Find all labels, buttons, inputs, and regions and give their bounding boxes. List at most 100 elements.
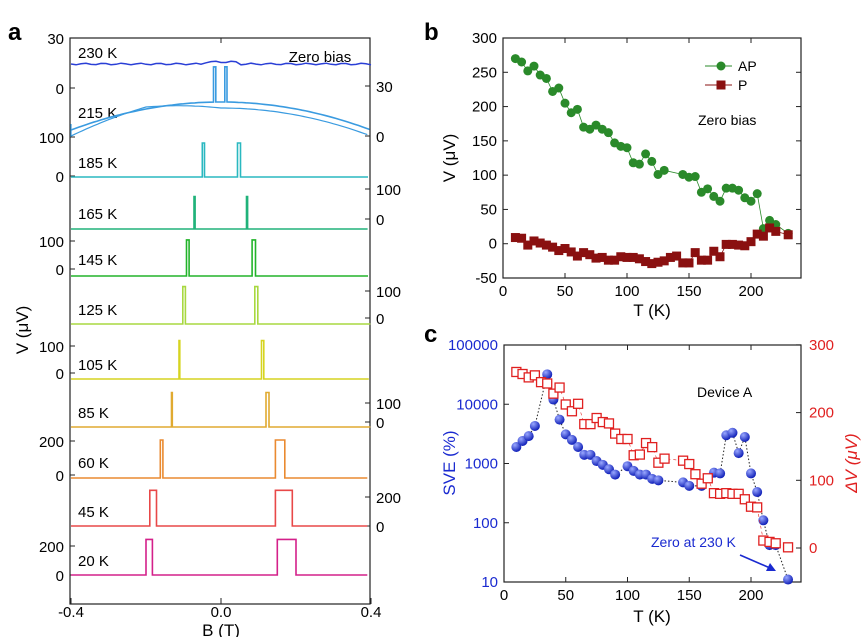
data-point-sve [573,441,584,452]
trace-165k [71,195,368,230]
trace-20k [71,538,368,576]
data-point-delta-v [702,473,713,484]
data-point-delta-v [647,441,658,453]
x-tick-label: 0 [500,587,508,604]
y-tick-label-right: 300 [809,337,834,354]
temperature-label: 20 K [78,553,109,570]
y-tick-label: 250 [472,64,497,81]
y-tick-label-left: 200 [39,539,64,556]
panel-label-a: a [8,19,22,46]
legend-ap-marker [716,61,726,71]
temperature-label: 185 K [78,155,117,172]
data-point-ap [622,143,632,153]
data-point-p [585,250,595,260]
y-tick-label-right: 100 [376,182,401,199]
data-point-ap [715,196,725,206]
y-tick-label-left: 100 [39,234,64,251]
data-point-ap [634,159,644,169]
data-point-ap [541,73,551,83]
data-point-p [740,241,750,251]
y-tick-label-left: 0 [56,366,64,383]
data-point-sve [566,434,577,445]
data-point-sve [610,469,621,480]
data-point-p [548,242,558,252]
data-point-delta-v [603,418,615,429]
panel-c-annotation: Device A [697,384,753,400]
data-point-delta-v [560,399,571,410]
data-point-p [690,248,700,258]
data-point-p [783,230,793,240]
panel-a: Zero bias V (μV) B (T) 30 0 100 0 100 0 100 0 20… [13,31,401,637]
data-point-p [616,252,626,262]
data-point-p [572,251,582,261]
panel-c: Device A Zero at 230 K SVE (%) ΔV (μV) T… [440,337,861,626]
trace-105k [71,339,369,380]
data-point-sve [653,475,664,486]
data-point-p [684,258,694,268]
y-tick-label-left: 30 [47,31,64,48]
panel-c-ylabel-right: ΔV (μV) [842,433,861,493]
y-tick-label: 200 [472,99,497,116]
temperature-label: 145 K [78,252,117,269]
data-point-p [554,246,564,256]
data-point-p [647,259,657,269]
data-point-delta-v [554,382,565,393]
temperature-label: 105 K [78,357,117,374]
data-point-ap [690,172,700,182]
y-tick-label-right: 100 [376,396,401,413]
data-point-ap [572,104,582,114]
x-tick-label: 100 [615,587,640,604]
data-point-sve [511,441,522,452]
trace-85k [71,391,371,428]
data-point-p [628,252,638,262]
data-point-sve [529,420,540,431]
data-point-delta-v [572,398,584,409]
temperature-label: 85 K [78,405,109,422]
data-point-p [653,257,663,267]
panel-b-annotation: Zero bias [698,112,756,128]
data-point-delta-v [634,449,645,460]
temperature-label: 60 K [78,455,109,472]
x-tick-label: 200 [738,283,763,300]
y-tick-label-left: 100 [39,339,64,356]
y-tick-label-right: 200 [809,405,834,422]
y-tick-label-left: 0 [56,568,64,585]
data-point-p [678,258,688,268]
y-tick-label-left: 10 [481,574,498,591]
y-tick-label-left: 100000 [448,337,498,354]
data-point-p [641,257,651,267]
y-tick-label-right: 0 [809,540,817,557]
data-point-p [752,229,762,239]
x-tick-label: 0 [499,283,507,300]
data-point-p [634,254,644,264]
data-point-p [672,251,682,261]
data-point-delta-v [542,378,553,389]
x-tick-label: 50 [557,587,574,604]
data-point-ap [517,57,527,67]
y-tick-label-left: 200 [39,434,64,451]
y-tick-label-right: 0 [376,415,384,432]
x-tick-label: 0.4 [361,604,382,621]
y-tick-label-left: 0 [56,169,64,186]
legend-ap-label: AP [738,58,757,74]
x-tick-label: 200 [738,587,763,604]
data-point-p [597,252,607,262]
legend-p-marker [716,80,726,90]
data-point-delta-v [659,453,670,464]
data-point-p [610,255,620,265]
y-tick-label-right: 0 [376,212,384,229]
data-point-p [535,238,545,248]
panel-a-xlabel: B (T) [202,621,240,637]
y-tick-label-left: 10000 [456,396,498,413]
data-point-ap [554,83,564,93]
panel-a-annotation: Zero bias [289,49,352,66]
arrow-line [739,554,771,569]
data-point-ap [647,156,657,166]
data-point-p [510,233,520,243]
data-point-p [541,240,551,250]
data-point-p [715,252,725,262]
data-point-delta-v [622,433,633,445]
data-point-p [566,247,576,257]
data-point-ap [659,165,669,175]
data-point-p [734,240,744,250]
